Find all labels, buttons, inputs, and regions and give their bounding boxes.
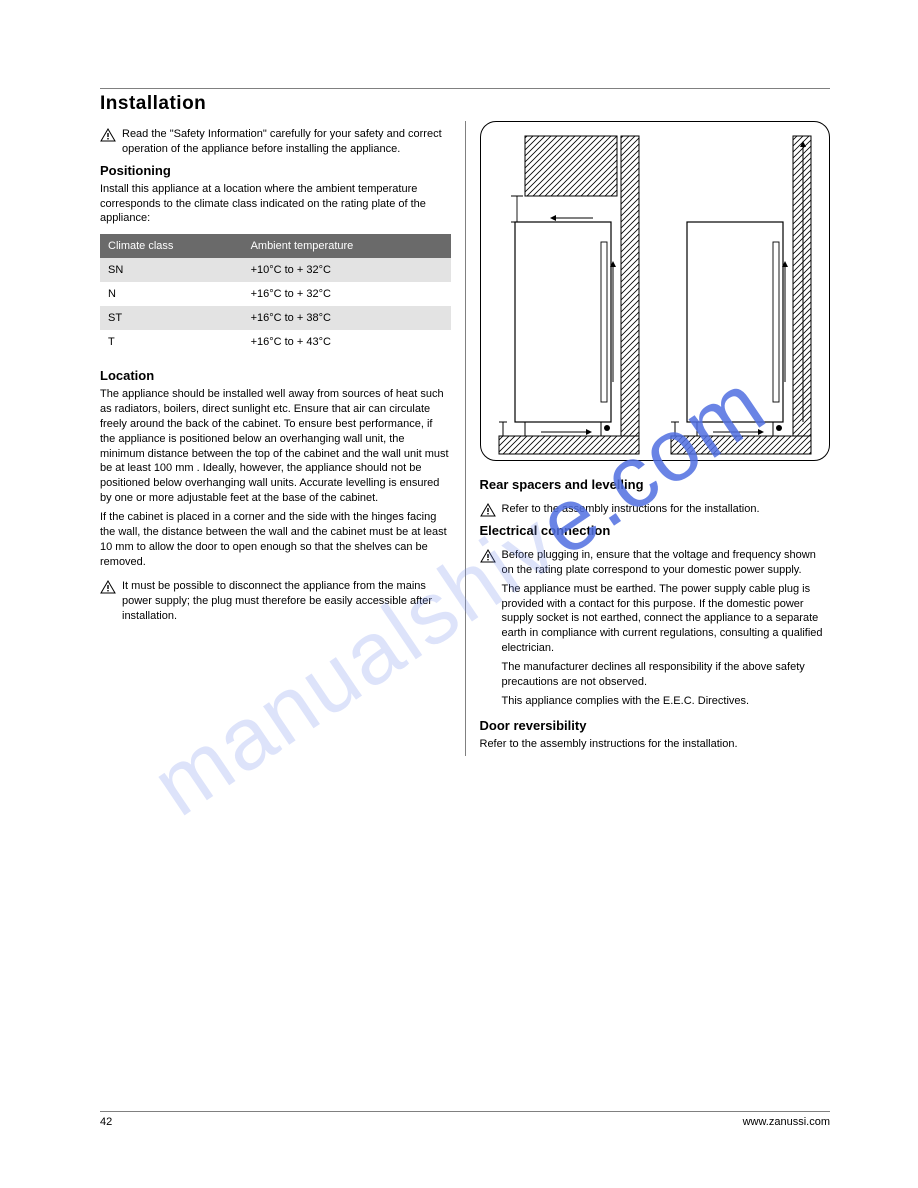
cell: SN xyxy=(100,258,243,282)
figure-svg xyxy=(481,122,826,461)
left-column: Read the "Safety Information" carefully … xyxy=(100,121,466,756)
table-row: SN+10°C to + 32°C xyxy=(100,258,451,282)
location-text-2: If the cabinet is placed in a corner and… xyxy=(100,510,451,569)
cell: N xyxy=(100,282,243,306)
bottom-rule xyxy=(100,1111,830,1112)
page: Installation Read the "Safety Informatio… xyxy=(0,0,918,1188)
read-safety-text: Read the "Safety Information" carefully … xyxy=(122,127,451,157)
footer: 42 www.zanussi.com xyxy=(100,1116,830,1128)
cell: ST xyxy=(100,306,243,330)
installation-figure xyxy=(480,121,831,461)
page-number: 42 xyxy=(100,1116,112,1128)
rear-spacers-heading: Rear spacers and levelling xyxy=(480,477,831,492)
table-row: T+16°C to + 43°C xyxy=(100,330,451,354)
electrical-text-4: This appliance complies with the E.E.C. … xyxy=(502,694,831,709)
electrical-text-2: The appliance must be earthed. The power… xyxy=(502,582,831,656)
top-rule xyxy=(100,88,830,89)
rear-spacers-text: Refer to the assembly instructions for t… xyxy=(502,502,760,517)
electrical-warning: Before plugging in, ensure that the volt… xyxy=(480,548,831,712)
disconnect-warning: It must be possible to disconnect the ap… xyxy=(100,579,451,624)
warning-icon xyxy=(480,549,496,563)
rear-spacers-warning: Refer to the assembly instructions for t… xyxy=(480,502,831,517)
cell: +10°C to + 32°C xyxy=(243,258,451,282)
electrical-text-3: The manufacturer declines all responsibi… xyxy=(502,660,831,690)
th-class: Climate class xyxy=(100,234,243,258)
table-row: N+16°C to + 32°C xyxy=(100,282,451,306)
two-columns: Read the "Safety Information" carefully … xyxy=(100,121,830,756)
door-reversibility-text: Refer to the assembly instructions for t… xyxy=(480,737,831,752)
cell: T xyxy=(100,330,243,354)
climate-class-table: Climate class Ambient temperature SN+10°… xyxy=(100,234,451,354)
cell: +16°C to + 32°C xyxy=(243,282,451,306)
cell: +16°C to + 43°C xyxy=(243,330,451,354)
right-column: Rear spacers and levelling Refer to the … xyxy=(466,121,831,756)
cell: +16°C to + 38°C xyxy=(243,306,451,330)
electrical-text-1: Before plugging in, ensure that the volt… xyxy=(502,548,831,578)
section-title: Installation xyxy=(100,93,830,115)
warning-icon xyxy=(100,580,116,594)
th-temp: Ambient temperature xyxy=(243,234,451,258)
positioning-text: Install this appliance at a location whe… xyxy=(100,182,451,227)
disconnect-warning-text: It must be possible to disconnect the ap… xyxy=(122,579,451,624)
door-reversibility-heading: Door reversibility xyxy=(480,718,831,733)
footer-link: www.zanussi.com xyxy=(743,1116,830,1128)
warning-icon xyxy=(100,128,116,142)
electrical-heading: Electrical connection xyxy=(480,523,831,538)
location-heading: Location xyxy=(100,368,451,383)
warning-icon xyxy=(480,503,496,517)
read-safety-warning: Read the "Safety Information" carefully … xyxy=(100,127,451,157)
location-text-1: The appliance should be installed well a… xyxy=(100,387,451,506)
table-row: ST+16°C to + 38°C xyxy=(100,306,451,330)
positioning-heading: Positioning xyxy=(100,163,451,178)
